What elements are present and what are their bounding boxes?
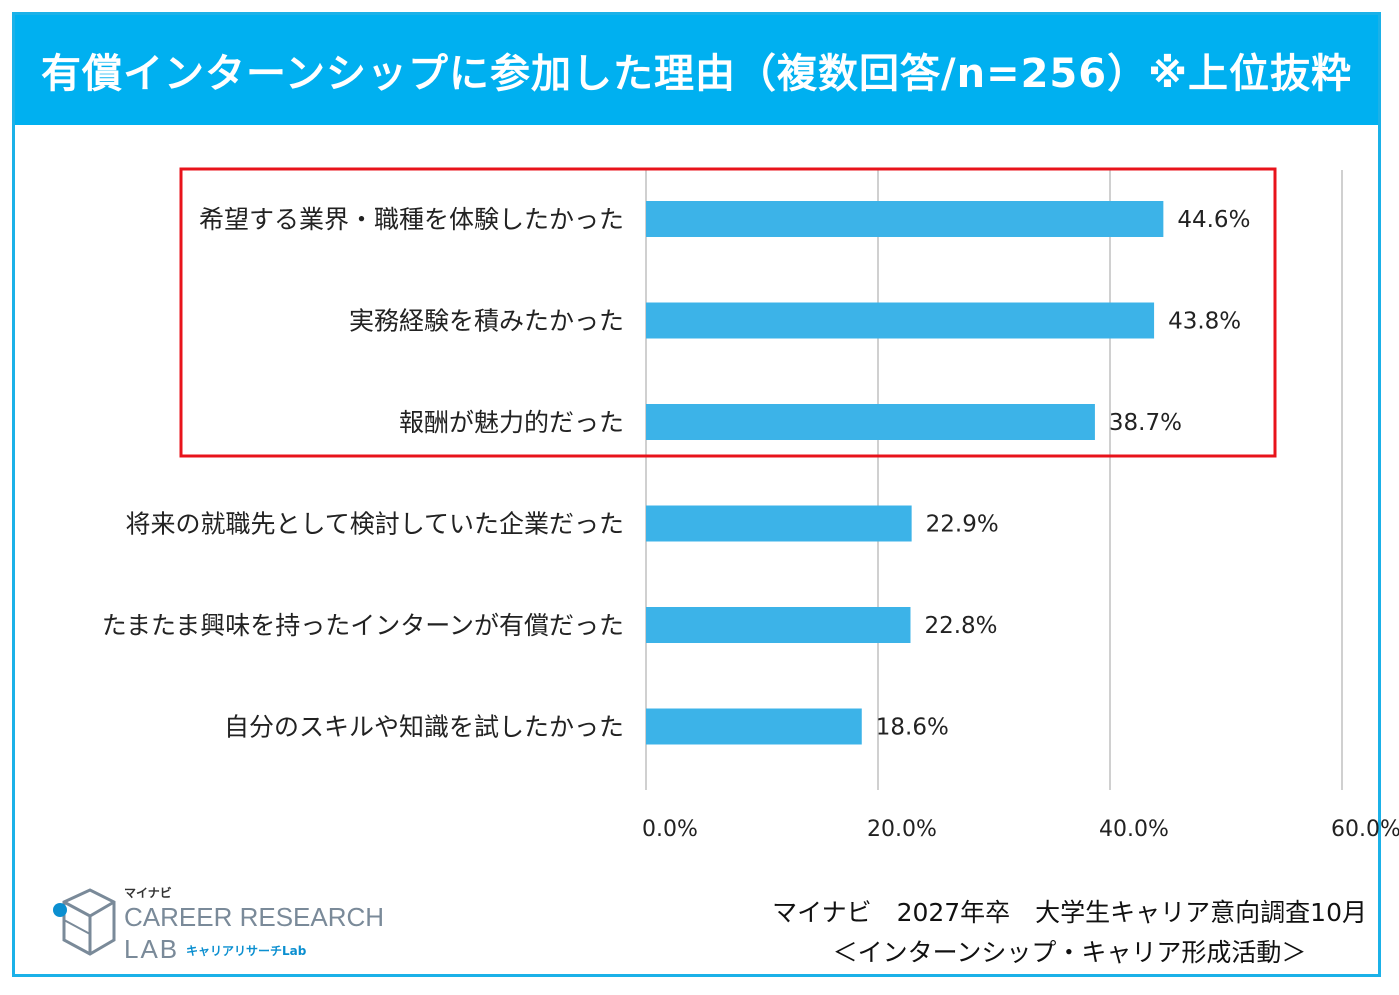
- logo-line1: CAREER RESEARCH: [124, 902, 385, 932]
- bar-0: [646, 201, 1164, 237]
- category-label-4: たまたま興味を持ったインターンが有償だった: [102, 611, 624, 640]
- value-label-2: 38.7%: [1109, 410, 1182, 436]
- source-note: マイナビ 2027年卒 大学生キャリア意向調査10月 ＜インターンシップ・キャリ…: [772, 893, 1367, 969]
- cube-logo-icon: [53, 888, 116, 956]
- value-label-4: 22.8%: [924, 613, 997, 639]
- logo-line2: LAB: [124, 934, 180, 964]
- x-tick-label-0: 0.0%: [642, 817, 698, 842]
- logo-sub: キャリアリサーチLab: [186, 944, 307, 958]
- chart-frame: 有償インターンシップに参加した理由（複数回答/n=256）※上位抜粋: [12, 12, 1381, 977]
- chart-title: 有償インターンシップに参加した理由（複数回答/n=256）※上位抜粋: [41, 51, 1352, 97]
- bar-2: [646, 404, 1095, 440]
- bar-1: [646, 302, 1155, 339]
- value-label-3: 22.9%: [926, 512, 999, 538]
- career-research-lab-logo: マイナビ CAREER RESEARCH LAB キャリアリサーチLab: [50, 880, 384, 970]
- category-label-3: 将来の就職先として検討していた企業だった: [125, 510, 624, 539]
- source-line1: マイナビ 2027年卒 大学生キャリア意向調査10月: [772, 898, 1367, 927]
- bar-3: [646, 505, 912, 542]
- x-tick-label-3: 60.0%: [1331, 817, 1399, 842]
- source-line2: ＜インターンシップ・キャリア形成活動＞: [832, 938, 1307, 967]
- x-tick-label-1: 20.0%: [867, 817, 937, 842]
- category-label-1: 実務経験を積みたかった: [349, 307, 624, 336]
- logo-brand: マイナビ: [124, 886, 172, 900]
- title-bar: 有償インターンシップに参加した理由（複数回答/n=256）※上位抜粋: [15, 15, 1378, 125]
- value-label-1: 43.8%: [1168, 309, 1241, 335]
- category-label-5: 自分のスキルや知識を試したかった: [224, 713, 624, 742]
- bar-4: [646, 607, 911, 643]
- bar-5: [646, 708, 862, 745]
- value-label-0: 44.6%: [1177, 207, 1250, 233]
- category-label-2: 報酬が魅力的だった: [399, 408, 624, 437]
- highlight-box: [179, 167, 1277, 458]
- x-tick-label-2: 40.0%: [1099, 817, 1169, 842]
- category-label-0: 希望する業界・職種を体験したかった: [199, 205, 624, 234]
- value-label-5: 18.6%: [876, 715, 949, 741]
